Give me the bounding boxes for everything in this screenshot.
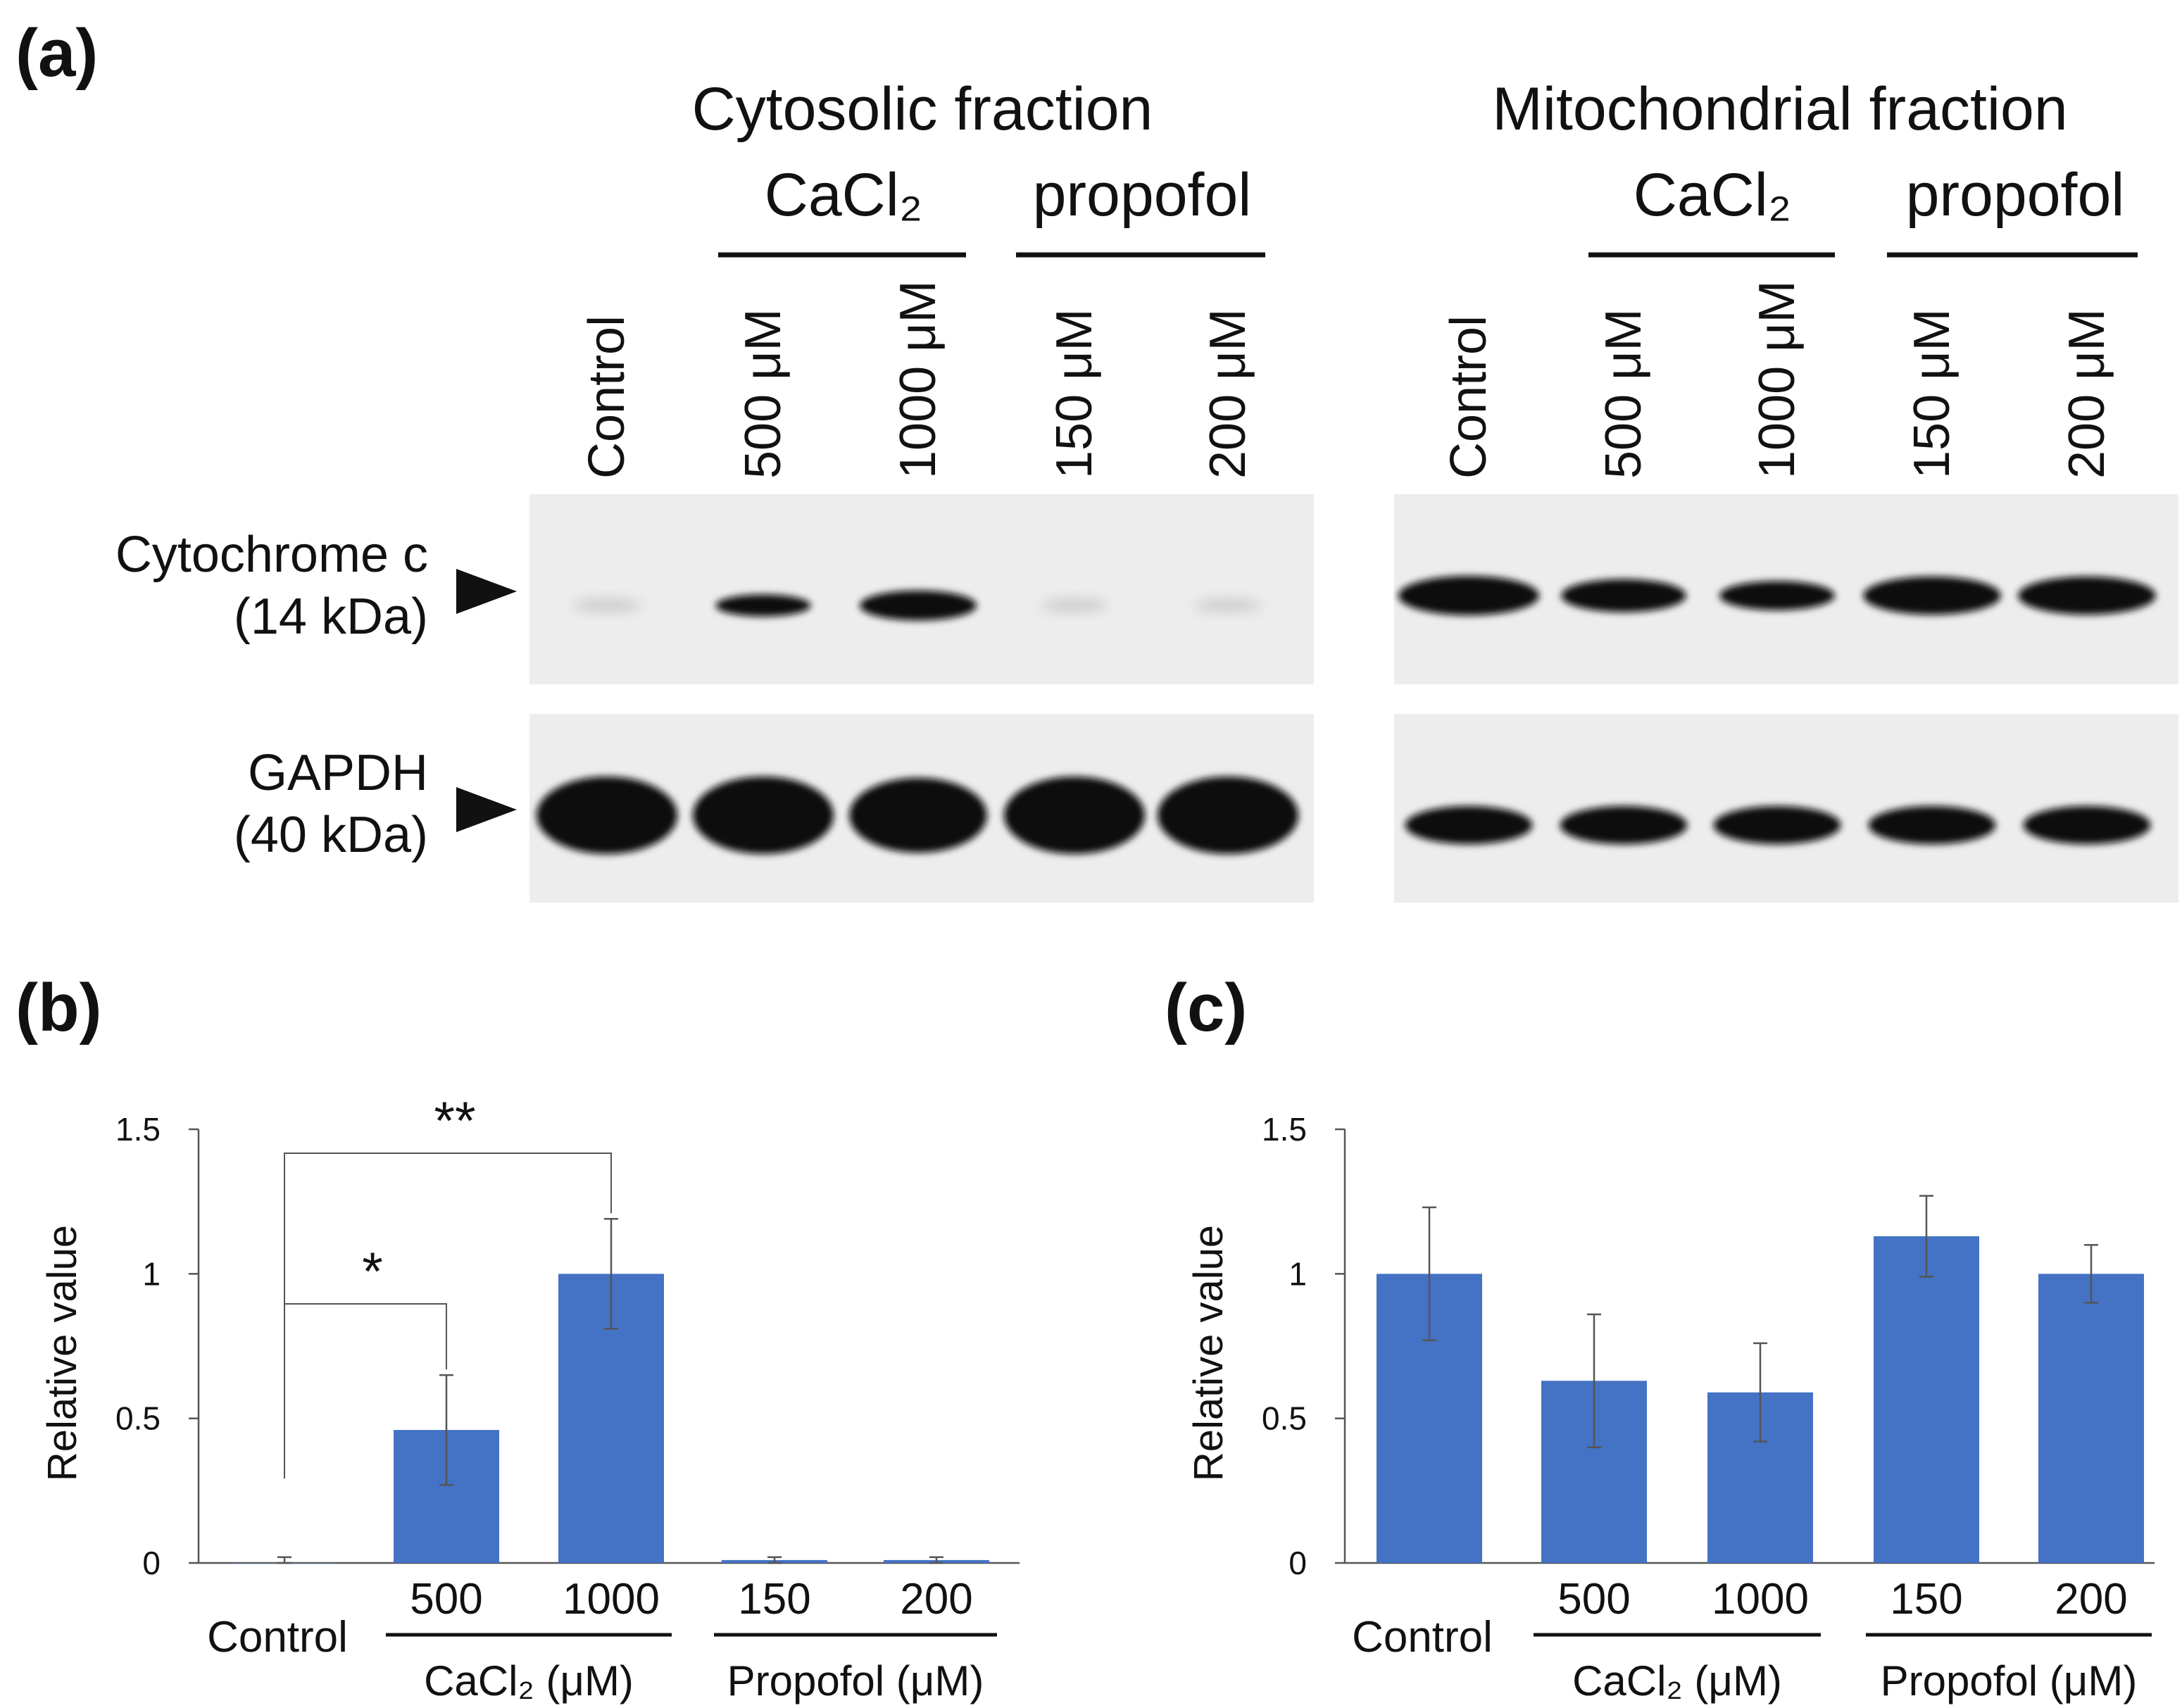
cyto-cytc-band [572,599,641,612]
cyto-cytc-band [1040,599,1109,612]
cyto-cacl2-header: CaCl₂ [765,161,923,229]
x-tick-label: 500 [1557,1575,1630,1624]
panel-b: (b) 0 0.5 1 1.5 Relative value 500 1000 150 200 C… [15,970,1020,1704]
panel-c: (c) 0 0.5 1 1.5 Relative value 500 1000 150 200 C… [1165,970,2155,1704]
x-tick-label: 150 [1890,1575,1962,1624]
panel-b-label: (b) [15,970,102,1045]
cyto-gapdh-band [849,777,987,853]
mito-lane-label: 500 μM [1595,308,1652,479]
mito-gapdh-band [1868,805,1996,845]
y-tick-label: 0 [1288,1545,1307,1581]
cyto-lane-label: 500 μM [735,308,791,479]
bar-150 [1874,1236,1979,1563]
gapdh-arrowhead-icon [456,787,517,832]
bar-200 [2038,1274,2144,1563]
mito-lane-label: 200 μM [2059,308,2115,479]
cyto-gapdh-band [537,777,677,854]
mito-cytc-band [1561,579,1686,613]
panel-c-label: (c) [1165,970,1247,1045]
x-control-label: Control [1352,1613,1493,1662]
y-axis-label: Relative value [1186,1225,1231,1481]
x-tick-label: 200 [2055,1575,2127,1624]
y-tick-label: 1.5 [115,1111,161,1148]
y-tick-label: 1 [1288,1255,1307,1292]
x-tick-label: 1000 [1712,1575,1809,1624]
cytochrome-c-label: Cytochrome c [115,527,428,583]
x-tick-label: 150 [738,1575,810,1624]
cyto-gapdh-band [1004,777,1145,854]
mito-lane-label: 150 μM [1904,308,1960,479]
mito-gapdh-band [2023,805,2151,845]
x-tick-label: 200 [900,1575,972,1624]
x-tick-label: 1000 [563,1575,660,1624]
chart-b: 0 0.5 1 1.5 Relative value 500 1000 150 200 Contr… [39,1091,1020,1704]
cyto-lane-label: Control [579,315,635,479]
panel-a: (a) Cytosolic fraction Mitochondrial fra… [15,15,2178,903]
blot-bands [537,576,2156,854]
mito-cytc-band [1719,581,1835,610]
mito-cytc-band [2018,576,2156,615]
significance-marker: * [362,1242,383,1302]
cyto-lane-label: 200 μM [1200,308,1256,479]
propofol-group-label: Propofol (μM) [727,1657,984,1704]
cyto-lane-label: 150 μM [1046,308,1103,479]
chart-c: 0 0.5 1 1.5 Relative value 500 1000 150 200 Contr… [1186,1111,2155,1704]
gapdh-label: GAPDH [248,745,428,801]
x-tick-label: 500 [410,1575,482,1624]
cyto-cytc-band [1194,599,1262,612]
cacl2-group-label: CaCl₂ (μM) [424,1657,634,1704]
cacl2-group-label: CaCl₂ (μM) [1572,1657,1782,1704]
mito-gapdh-band [1713,805,1841,845]
gapdh-kda: (40 kDa) [234,807,428,863]
cyto-cytc-blot [529,494,1314,684]
mito-gapdh-band [1560,805,1688,845]
cyto-gapdh-band [693,777,834,854]
mito-cytc-band [1398,576,1539,615]
y-axis-label: Relative value [39,1225,85,1481]
cyto-lane-label: 1000 μM [890,280,946,479]
y-tick-label: 1.5 [1262,1111,1307,1148]
y-tick-label: 0.5 [115,1400,161,1437]
mito-gapdh-band [1405,805,1533,845]
y-tick-label: 0.5 [1262,1400,1307,1437]
y-tick-label: 1 [142,1255,161,1292]
cyto-cytc-band [859,590,977,621]
y-tick-label: 0 [142,1545,161,1581]
mito-cytc-band [1863,576,2001,615]
mito-cacl2-header: CaCl₂ [1634,161,1792,229]
significance-marker: ** [434,1091,475,1151]
cytosolic-title: Cytosolic fraction [692,75,1153,143]
x-control-label: Control [207,1613,348,1662]
significance-bracket [284,1153,612,1304]
mitochondrial-title: Mitochondrial fraction [1492,75,2067,143]
mito-propofol-header: propofol [1906,161,2125,229]
cytochrome-c-kda: (14 kDa) [234,589,428,645]
cyto-gapdh-band [1158,777,1298,854]
cyto-cytc-band [715,594,811,617]
propofol-group-label: Propofol (μM) [1881,1657,2138,1704]
cytochrome-c-arrowhead-icon [456,569,517,614]
cyto-propofol-header: propofol [1033,161,1252,229]
panel-a-label: (a) [15,15,98,91]
mito-lane-label: 1000 μM [1749,280,1805,479]
mito-lane-label: Control [1441,315,1497,479]
significance-bracket [284,1303,447,1478]
lane-labels: Control 500 μM 1000 μM 150 μM 200 μM Control 5… [579,280,2115,479]
